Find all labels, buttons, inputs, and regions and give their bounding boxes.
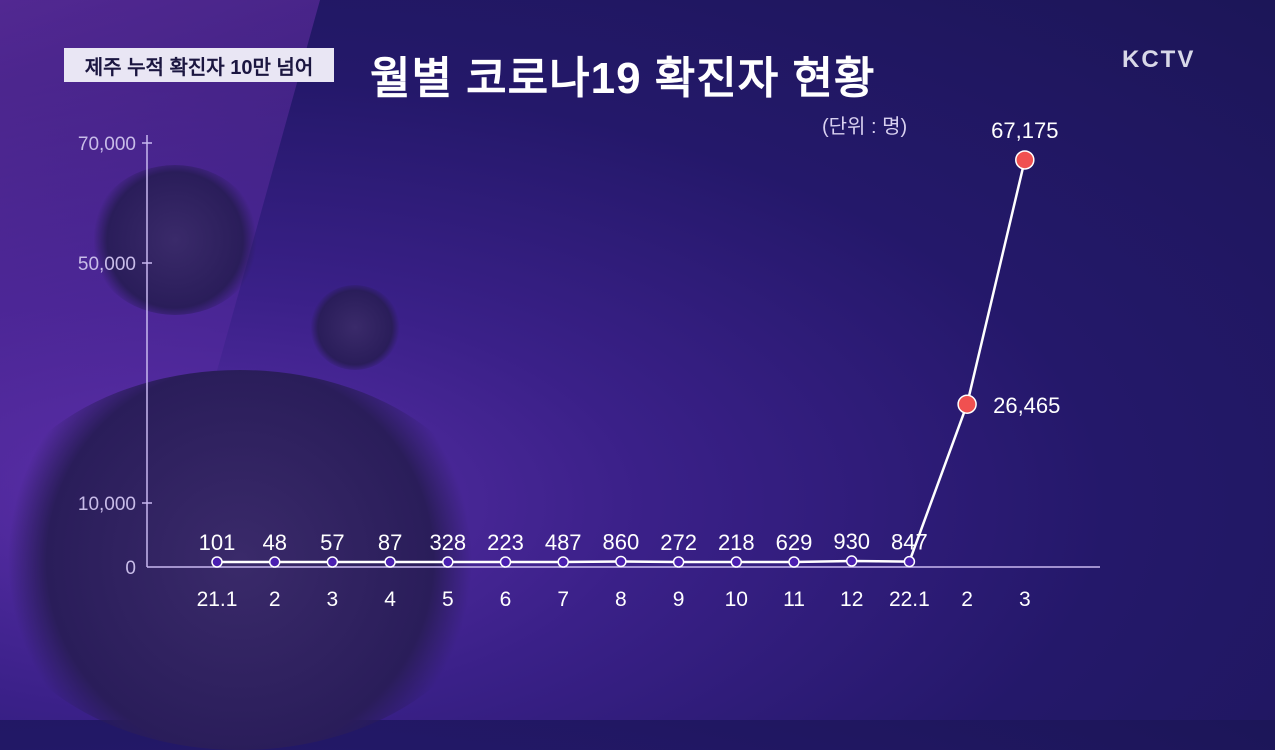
data-label: 101: [199, 530, 236, 555]
chart-title: 월별 코로나19 확진자 현황: [370, 54, 876, 103]
x-tick-label: 4: [384, 588, 396, 611]
data-label: 860: [603, 529, 640, 554]
data-label: 328: [429, 530, 466, 555]
data-label: 26,465: [993, 393, 1060, 418]
data-label: 57: [320, 530, 344, 555]
line-chart: 010,00050,00070,00010121.148257387432852…: [77, 118, 1100, 611]
data-label: 487: [545, 530, 582, 555]
data-point: [903, 555, 916, 568]
data-label: 930: [833, 529, 870, 554]
y-tick-label: 50,000: [78, 254, 136, 275]
kctv-logo: KCTV: [1122, 46, 1196, 73]
data-point: [957, 394, 977, 414]
data-label: 223: [487, 530, 524, 555]
unit-label: (단위 : 명): [822, 116, 908, 138]
virus-image: [310, 285, 400, 370]
x-tick-label: 10: [725, 588, 748, 611]
virus-image: [0, 370, 500, 750]
y-tick-label: 10,000: [78, 494, 136, 515]
data-label: 629: [776, 530, 813, 555]
x-tick-label: 3: [1019, 588, 1031, 611]
x-tick-label: 11: [783, 588, 805, 611]
data-label: 847: [891, 530, 928, 555]
data-label: 48: [262, 530, 286, 555]
data-point: [557, 556, 569, 568]
data-point: [845, 555, 858, 567]
x-tick-label: 7: [557, 588, 569, 611]
data-point: [268, 556, 281, 568]
x-tick-label: 2: [961, 588, 973, 611]
data-label: 218: [718, 530, 755, 555]
data-label: 272: [660, 530, 697, 555]
x-tick-label: 5: [442, 588, 454, 611]
news-tag: 제주 누적 확진자 10만 넘어: [64, 48, 334, 82]
data-label: 67,175: [991, 118, 1058, 143]
data-point: [211, 556, 223, 568]
data-point: [442, 556, 454, 568]
series-line: [217, 159, 1027, 564]
x-tick-label: 22.1: [889, 588, 930, 611]
data-point: [788, 556, 800, 568]
x-tick-label: 8: [615, 588, 627, 611]
data-point: [1015, 150, 1035, 170]
data-point: [326, 556, 339, 568]
x-tick-label: 12: [840, 588, 863, 611]
y-tick-label: 0: [125, 558, 136, 579]
x-tick-label: 2: [269, 588, 281, 611]
data-point: [672, 556, 685, 568]
data-point: [384, 556, 396, 568]
virus-image: [90, 165, 260, 315]
x-tick-label: 6: [500, 588, 512, 611]
x-tick-label: 3: [327, 588, 339, 611]
x-tick-label: 9: [673, 588, 685, 611]
data-point: [499, 556, 512, 568]
data-point: [730, 556, 743, 568]
data-point: [615, 555, 627, 568]
x-tick-label: 21.1: [197, 588, 238, 611]
data-label: 87: [378, 530, 402, 555]
y-tick-label: 70,000: [78, 134, 136, 155]
